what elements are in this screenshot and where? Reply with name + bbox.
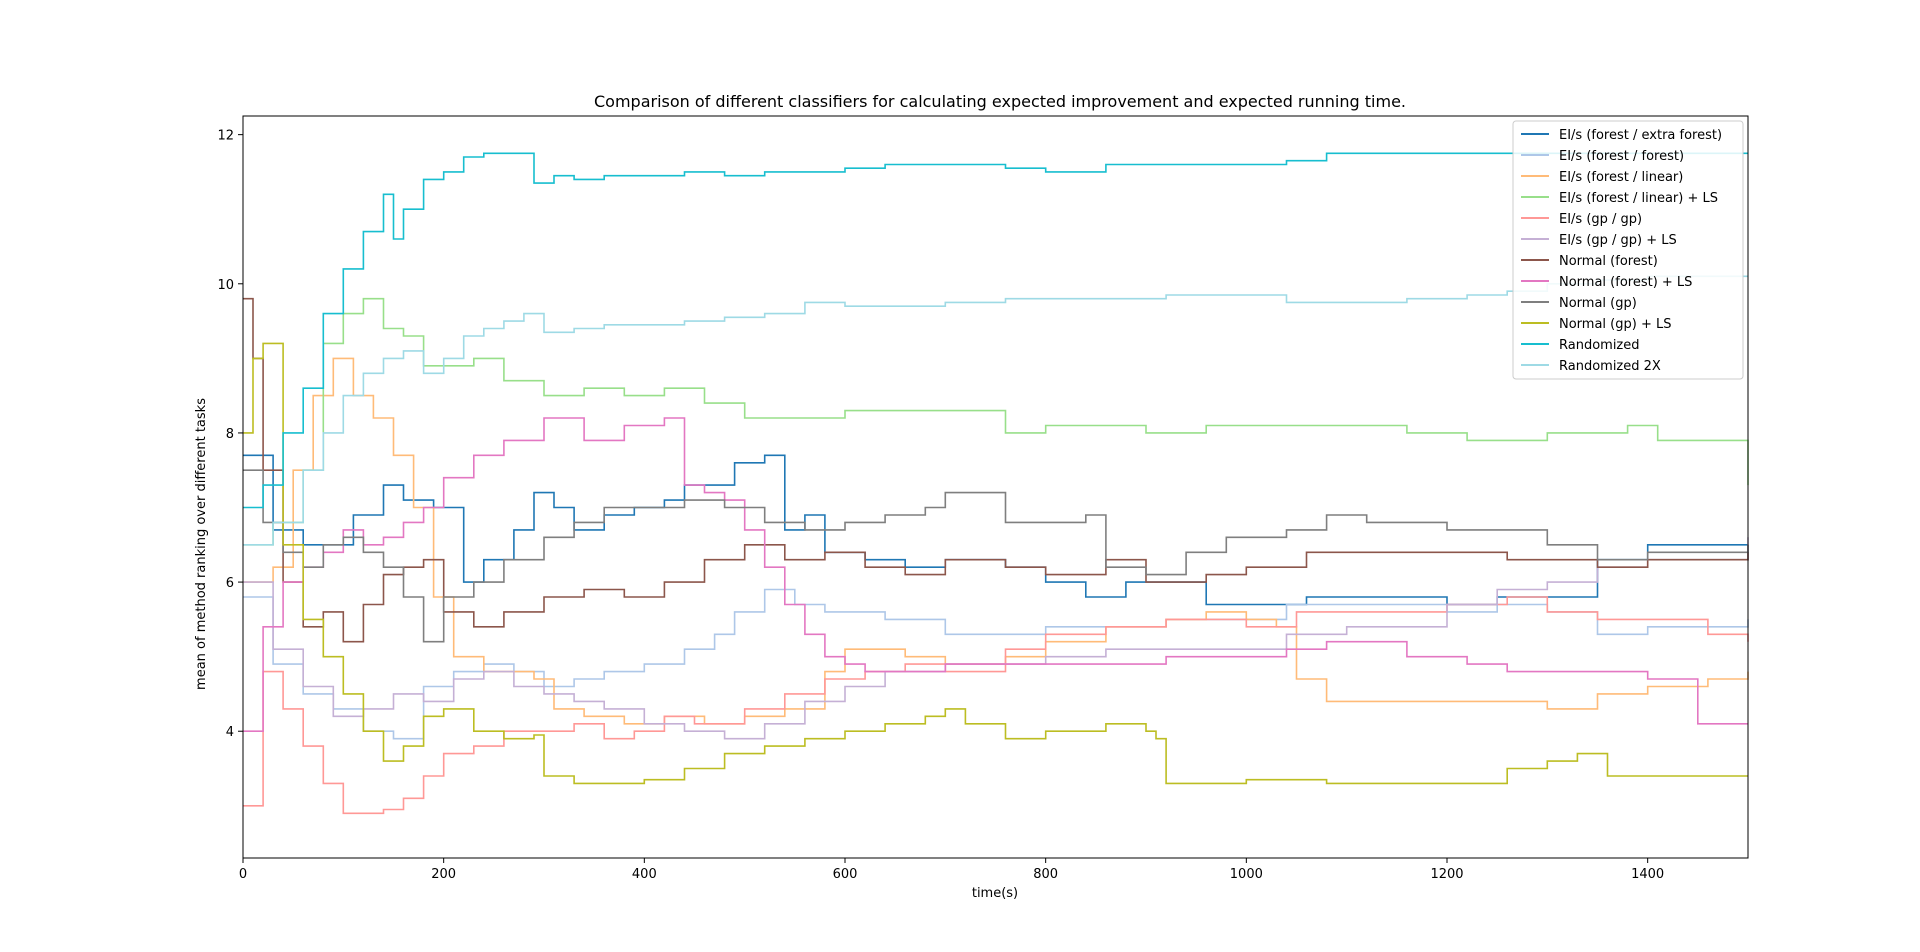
series-line-7	[243, 297, 1749, 643]
series-line-5	[243, 596, 1749, 815]
x-tick-label: 0	[239, 867, 247, 882]
legend-entry: Normal (gp) + LS	[1559, 317, 1671, 332]
series-line-12	[243, 275, 1748, 546]
legend: EI/s (forest / extra forest) EI/s (forest…	[1512, 120, 1744, 380]
y-tick-label: 10	[217, 278, 234, 293]
legend-entry: EI/s (forest / extra forest)	[1559, 128, 1722, 143]
plot-area	[243, 152, 1749, 815]
legend-entry: EI/s (gp / gp)	[1559, 212, 1642, 227]
x-tick-label: 600	[833, 867, 858, 882]
x-tick-label: 1400	[1631, 867, 1664, 882]
legend-entry: EI/s (forest / forest)	[1559, 149, 1684, 164]
series-line-11	[243, 152, 1748, 509]
chart-title: Comparison of different classifiers for …	[594, 92, 1406, 111]
legend-entry: EI/s (gp / gp) + LS	[1559, 233, 1677, 248]
y-axis: 4 6 8 10 12	[217, 129, 243, 740]
x-tick-label: 800	[1033, 867, 1058, 882]
legend-entry: Normal (forest) + LS	[1559, 275, 1692, 290]
series-line-1	[243, 454, 1748, 606]
y-tick-label: 12	[217, 129, 234, 144]
legend-entry: EI/s (forest / linear) + LS	[1559, 191, 1718, 206]
x-axis: 0 200 400 600 800 1000 1200 1400	[239, 858, 1664, 882]
x-tick-label: 1200	[1430, 867, 1463, 882]
legend-entry: Randomized 2X	[1559, 359, 1661, 374]
legend-entry: Randomized	[1559, 338, 1640, 353]
y-tick-label: 8	[226, 427, 234, 442]
y-tick-label: 4	[226, 725, 234, 740]
series-line-4	[243, 297, 1749, 546]
y-axis-label: mean of method ranking over different ta…	[194, 398, 209, 690]
x-axis-label: time(s)	[972, 886, 1018, 901]
x-tick-label: 1000	[1230, 867, 1263, 882]
x-tick-label: 400	[632, 867, 657, 882]
series-line-6	[243, 537, 1749, 740]
y-tick-label: 6	[226, 576, 234, 591]
legend-entry: Normal (gp)	[1559, 296, 1637, 311]
series-line-3	[243, 357, 1749, 725]
x-tick-label: 200	[431, 867, 456, 882]
series-line-10	[243, 342, 1748, 785]
series-line-9	[243, 469, 1749, 643]
series-line-8	[243, 417, 1748, 732]
legend-box	[1512, 120, 1744, 380]
legend-entry: Normal (forest)	[1559, 254, 1658, 269]
plot-frame	[242, 115, 1749, 859]
legend-entry: EI/s (forest / linear)	[1559, 170, 1683, 185]
